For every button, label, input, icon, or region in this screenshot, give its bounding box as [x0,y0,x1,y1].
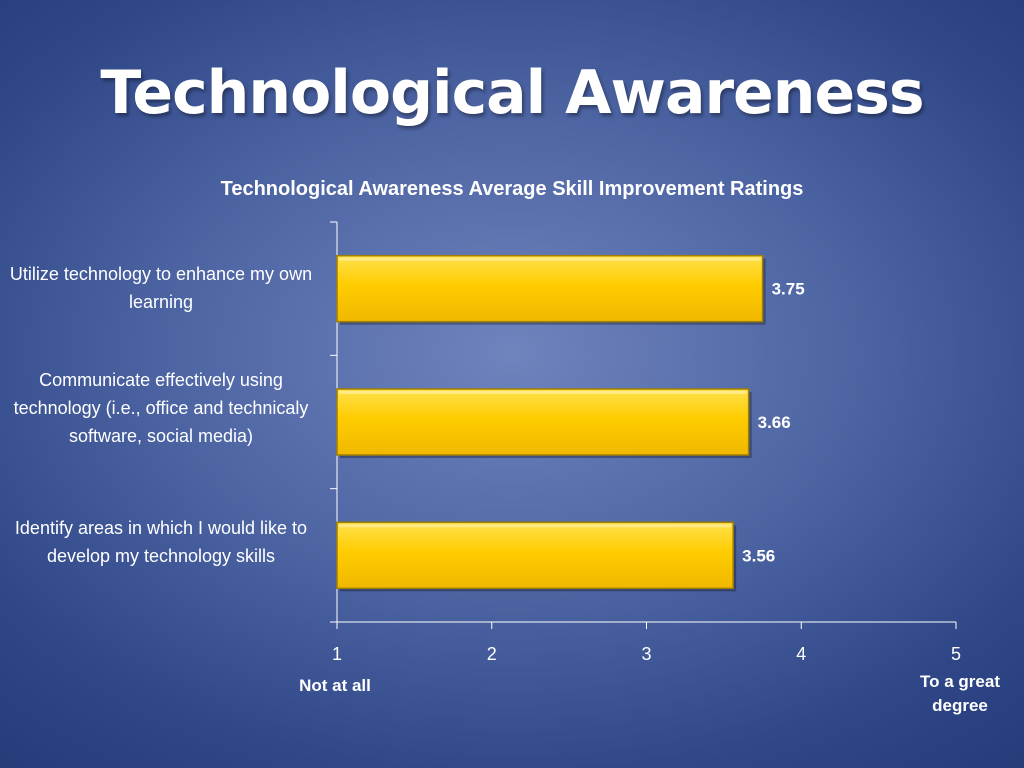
bar-highlight [339,391,747,394]
chart-title: Technological Awareness Average Skill Im… [220,178,804,200]
x-tick-label: 3 [641,644,651,664]
bar-value-label: 3.66 [758,413,791,432]
slide-title: Technological Awareness [100,58,924,128]
x-tick-label: 4 [796,644,806,664]
category-label-2: Communicate effectively using technology… [13,370,309,446]
x-axis-low-label: Not at all [299,676,371,695]
bar-value-label: 3.75 [772,280,805,299]
x-tick-label: 5 [951,644,961,664]
bar [336,521,734,590]
category-label-1: Utilize technology to enhance my own lea… [9,264,313,312]
bar-value-label: 3.56 [742,546,775,565]
bar [336,388,750,456]
bar [336,254,764,323]
category-label-3: Identify areas in which I would like to … [14,518,308,566]
x-axis-high-label: To a great degree [920,672,1000,715]
x-tick-label: 2 [487,644,497,664]
bar-highlight [339,257,761,261]
bar-highlight [339,524,732,528]
chart-labels: 1 2 3 4 5 3.75 3.66 3.56 [332,280,961,664]
x-tick-label: 1 [332,644,342,664]
chart-bars [336,254,766,592]
